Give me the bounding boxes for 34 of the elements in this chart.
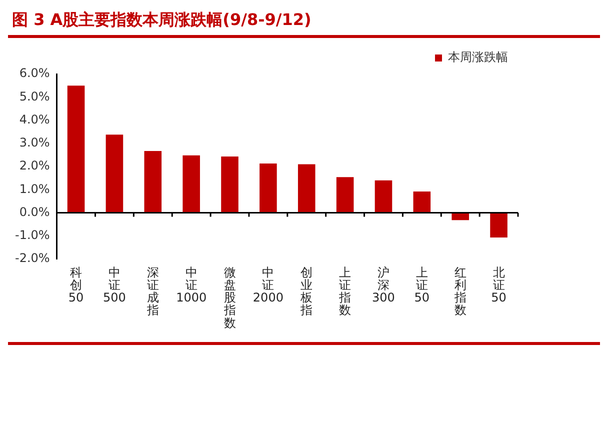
x-tick-label: 沪深300 bbox=[372, 265, 395, 305]
bar bbox=[106, 134, 124, 213]
y-tick-label: 3.0% bbox=[19, 136, 50, 150]
x-tick-label: 创业板指 bbox=[300, 265, 313, 318]
x-tick-label: 微盘股指数 bbox=[222, 265, 236, 330]
x-tick-label: 上证50 bbox=[414, 265, 430, 305]
y-tick-label: 1.0% bbox=[19, 182, 50, 196]
bar bbox=[260, 163, 277, 213]
bar bbox=[336, 177, 354, 213]
y-tick-label: -1.0% bbox=[14, 228, 50, 242]
x-tick-label: 北证50 bbox=[491, 265, 506, 305]
bar bbox=[67, 86, 85, 213]
bar bbox=[490, 212, 508, 238]
x-tick-label: 科创50 bbox=[68, 265, 84, 305]
y-tick-label: 6.0% bbox=[19, 66, 50, 80]
x-tick-label: 中证1000 bbox=[176, 265, 207, 305]
y-tick-label: 5.0% bbox=[19, 89, 50, 104]
y-tick-label: 4.0% bbox=[19, 112, 50, 126]
bar bbox=[298, 164, 316, 213]
y-tick-label: 0.0% bbox=[19, 204, 50, 219]
y-tick-label: -2.0% bbox=[14, 251, 50, 266]
x-tick-label: 上证指数 bbox=[338, 265, 352, 318]
bar bbox=[413, 191, 431, 213]
bar bbox=[374, 180, 392, 213]
x-tick-label: 中证500 bbox=[103, 265, 126, 305]
x-tick-label: 红利指数 bbox=[453, 265, 466, 318]
y-tick-label: 2.0% bbox=[19, 158, 50, 173]
bar bbox=[144, 151, 162, 213]
bar bbox=[221, 156, 238, 213]
legend-label: 本周涨跌幅 bbox=[448, 50, 508, 64]
x-tick-label: 深证成指 bbox=[146, 265, 159, 318]
x-tick-label: 中证2000 bbox=[252, 265, 284, 305]
bar bbox=[182, 155, 200, 213]
chart-title: 图 3 A股主要指数本周涨跌幅(9/8-9/12) bbox=[8, 8, 600, 38]
